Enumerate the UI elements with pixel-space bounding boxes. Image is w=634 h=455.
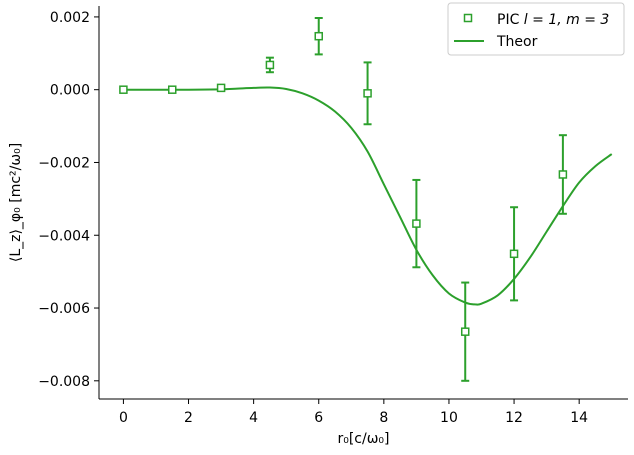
x-tick-label: 2 — [184, 410, 193, 426]
data-point-marker — [412, 219, 421, 228]
legend-frame — [447, 2, 625, 56]
legend-marker-pic — [463, 13, 473, 23]
data-point-marker — [558, 170, 568, 179]
y-tick-label: 0.000 — [50, 83, 90, 99]
y-tick-label: 0.002 — [50, 10, 90, 26]
data-point-marker — [119, 85, 128, 94]
x-tick-label: 4 — [249, 410, 258, 426]
data-point-marker — [265, 60, 275, 70]
legend-label-theor: Theor — [496, 34, 538, 50]
x-tick-label: 6 — [314, 410, 323, 426]
x-tick-label: 0 — [119, 410, 128, 426]
legend: PIC l = 1, m = 3 Theor — [447, 2, 625, 56]
y-tick-label: −0.006 — [38, 301, 90, 317]
data-point-marker — [363, 89, 372, 98]
data-point-marker — [314, 31, 323, 41]
y-tick-label: −0.004 — [38, 228, 90, 244]
data-point-marker — [509, 249, 519, 259]
data-point-marker — [216, 83, 226, 93]
x-axis-label: r₀[c/ω₀] — [337, 431, 389, 447]
x-tick-label: 10 — [440, 410, 458, 426]
theory-line — [123, 86, 613, 306]
y-tick-label: −0.008 — [38, 374, 90, 390]
data-point-marker — [460, 327, 470, 336]
data-point-marker — [167, 85, 177, 94]
y-axis-label: ⟨L_z⟩_φ₀ [mc²/ω₀] — [8, 143, 24, 262]
x-tick-label: 12 — [505, 410, 523, 426]
x-tick-label: 14 — [570, 410, 588, 426]
y-tick-label: −0.002 — [38, 155, 90, 171]
x-tick-label: 8 — [379, 410, 388, 426]
axes: 0 2 4 6 8 10 12 14 0.002 0.000 −0.002 −0.004 −0.006 −… — [38, 6, 628, 426]
legend-label-pic: PIC l = 1, m = 3 — [497, 12, 609, 28]
plot-area — [119, 17, 613, 382]
